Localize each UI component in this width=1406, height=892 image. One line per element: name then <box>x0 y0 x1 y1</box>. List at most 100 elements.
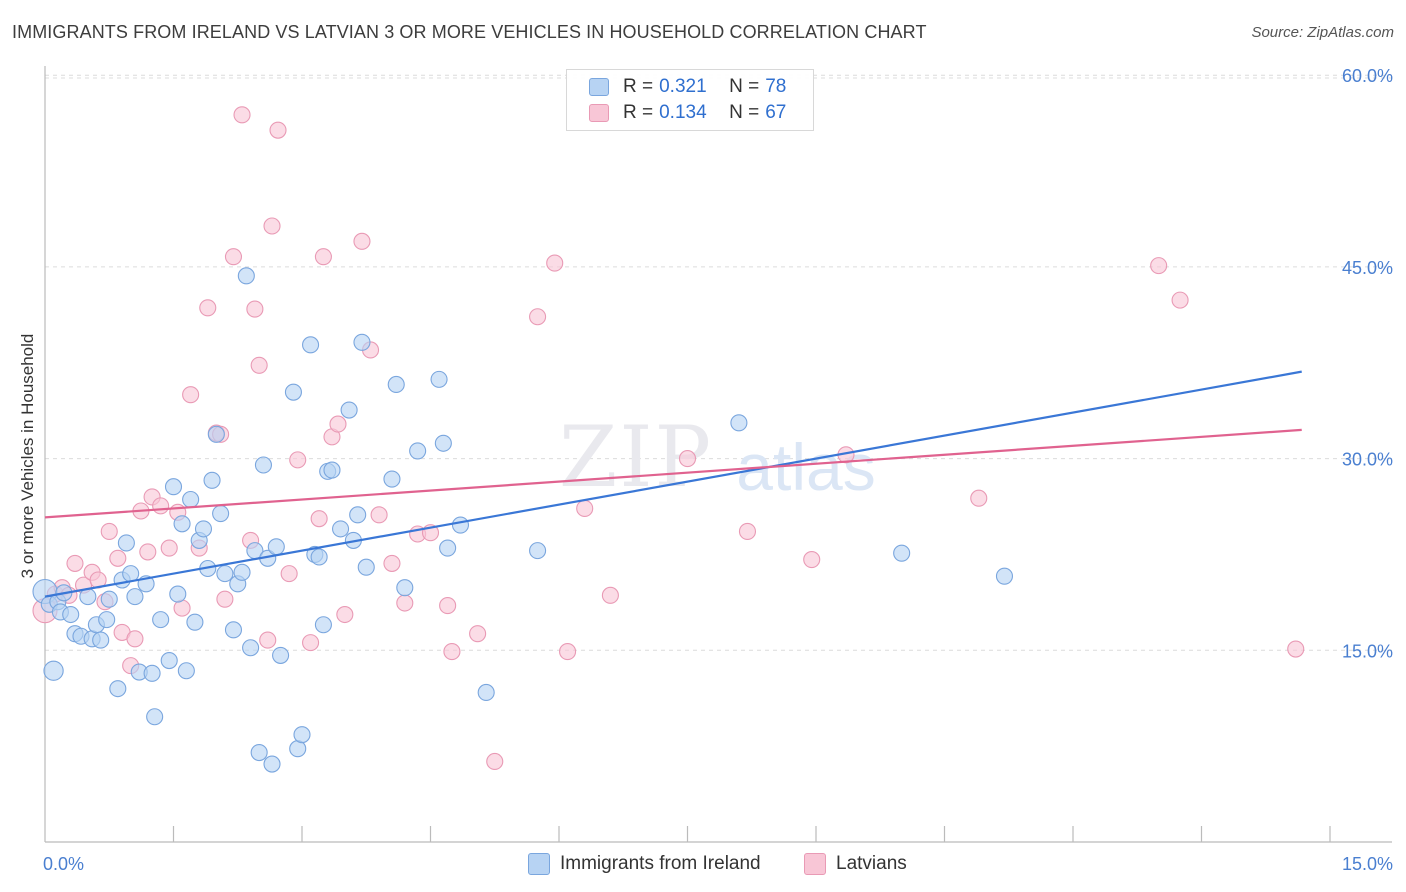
ireland-swatch <box>589 78 609 96</box>
latvian-point-46 <box>383 554 401 572</box>
ireland-point-43 <box>242 639 260 657</box>
ireland-point-63 <box>349 506 367 524</box>
ireland-point-76 <box>730 414 748 432</box>
ireland-point-15 <box>109 680 127 698</box>
ireland-point-28 <box>173 515 191 533</box>
ireland-point-23 <box>146 708 164 726</box>
latvian-point-31 <box>250 356 268 374</box>
ireland-point-56 <box>310 548 328 566</box>
n-label: N = <box>729 76 760 97</box>
ireland-point-57 <box>314 616 332 634</box>
ireland-point-71 <box>434 434 452 452</box>
series-immigrants-from-ireland <box>32 267 1014 773</box>
ireland-point-39 <box>224 621 243 639</box>
legend-item-latvians[interactable]: Latvians <box>804 852 907 876</box>
latvian-point-52 <box>469 625 487 643</box>
ireland-point-78 <box>995 567 1014 585</box>
stats-row-ireland: R = 0.321 N = 78 <box>589 74 786 100</box>
ireland-point-67 <box>387 375 405 394</box>
axes <box>44 66 1392 843</box>
legend-item-ireland[interactable]: Immigrants from Ireland <box>528 852 761 876</box>
ireland-point-73 <box>451 516 470 534</box>
latvian-swatch <box>589 104 609 122</box>
latvian-point-42 <box>336 605 354 624</box>
latvian-point-66 <box>1287 640 1305 658</box>
n-value: 67 <box>765 102 787 123</box>
latvian-point-15 <box>139 543 157 561</box>
ireland-point-38 <box>216 565 234 583</box>
ireland-trend-line <box>44 370 1302 598</box>
ireland-point-3 <box>43 660 64 681</box>
latvian-point-28 <box>233 106 251 124</box>
stats-row-latvians: R = 0.134 N = 67 <box>589 100 786 126</box>
ireland-point-24 <box>152 611 170 629</box>
ireland-point-19 <box>126 588 144 606</box>
latvian-point-60 <box>738 522 757 540</box>
gridlines <box>45 74 1392 651</box>
latvian-point-64 <box>1150 257 1168 275</box>
ireland-point-72 <box>439 539 457 557</box>
latvian-point-17 <box>152 497 170 515</box>
r-value: 0.134 <box>659 102 707 123</box>
latvian-point-34 <box>269 121 287 139</box>
ireland-point-51 <box>284 383 302 401</box>
ireland-point-49 <box>267 538 285 556</box>
watermark: ZIP atlas <box>559 408 876 506</box>
r-value: 0.321 <box>659 76 707 97</box>
latvian-point-30 <box>246 300 264 318</box>
ireland-point-48 <box>263 755 281 773</box>
latvian-point-9 <box>100 522 118 540</box>
series-latvians <box>32 106 1305 771</box>
latvian-point-38 <box>310 510 328 528</box>
latvian-point-58 <box>601 586 619 604</box>
latvian-point-35 <box>280 565 298 583</box>
y-tick-label-1: 30.0% <box>1342 450 1393 470</box>
ireland-point-29 <box>177 662 195 680</box>
latvian-point-36 <box>289 451 307 469</box>
ireland-point-66 <box>383 470 401 488</box>
y-tick-label-3: 60.0% <box>1342 66 1393 86</box>
latvian-point-37 <box>302 634 320 652</box>
latvian-point-43 <box>353 232 371 250</box>
ireland-point-64 <box>353 333 371 351</box>
ireland-point-37 <box>212 505 230 523</box>
chart-title: IMMIGRANTS FROM IRELAND VS LATVIAN 3 OR … <box>12 22 927 42</box>
ireland-point-69 <box>409 442 427 460</box>
ireland-point-13 <box>98 611 116 629</box>
ireland-point-52 <box>289 740 307 758</box>
latvian-point-23 <box>199 299 217 317</box>
y-axis-label: 3 or more Vehicles in Household <box>18 333 37 579</box>
latvian-trend-line <box>44 428 1302 519</box>
y-tick-label-2: 45.0% <box>1342 258 1393 278</box>
ireland-point-60 <box>331 520 350 538</box>
source-credit: Source: ZipAtlas.com <box>1251 24 1394 41</box>
latvian-point-56 <box>559 643 577 661</box>
ireland-point-65 <box>357 558 375 576</box>
latvian-point-39 <box>314 248 332 266</box>
latvian-point-18 <box>160 539 178 557</box>
tick-labels: 15.0% 30.0% 45.0% 60.0% 0.0% 15.0% <box>43 66 1393 874</box>
latvian-point-63 <box>970 489 988 507</box>
n-value: 78 <box>765 76 787 97</box>
ireland-point-22 <box>143 664 161 682</box>
ireland-point-35 <box>203 471 221 489</box>
latvian-point-59 <box>678 450 697 468</box>
latvian-point-13 <box>126 630 144 648</box>
latvian-point-26 <box>216 590 234 608</box>
ireland-point-36 <box>207 425 225 443</box>
latvian-point-47 <box>396 594 414 612</box>
stats-box: R = 0.321 N = 78 R = 0.134 N = 67 <box>566 69 814 131</box>
ireland-point-54 <box>302 336 320 354</box>
ireland-point-74 <box>477 683 495 702</box>
r-label: R = <box>623 102 654 123</box>
latvian-point-65 <box>1171 291 1189 309</box>
legend-swatch-latvians <box>804 853 826 875</box>
latvian-point-54 <box>529 308 547 326</box>
ireland-point-68 <box>396 579 414 597</box>
x-tick-label-min: 0.0% <box>43 854 84 874</box>
ireland-point-33 <box>194 520 213 538</box>
latvian-point-55 <box>546 254 564 272</box>
latvian-point-20 <box>173 599 191 617</box>
ireland-point-12 <box>92 631 110 649</box>
